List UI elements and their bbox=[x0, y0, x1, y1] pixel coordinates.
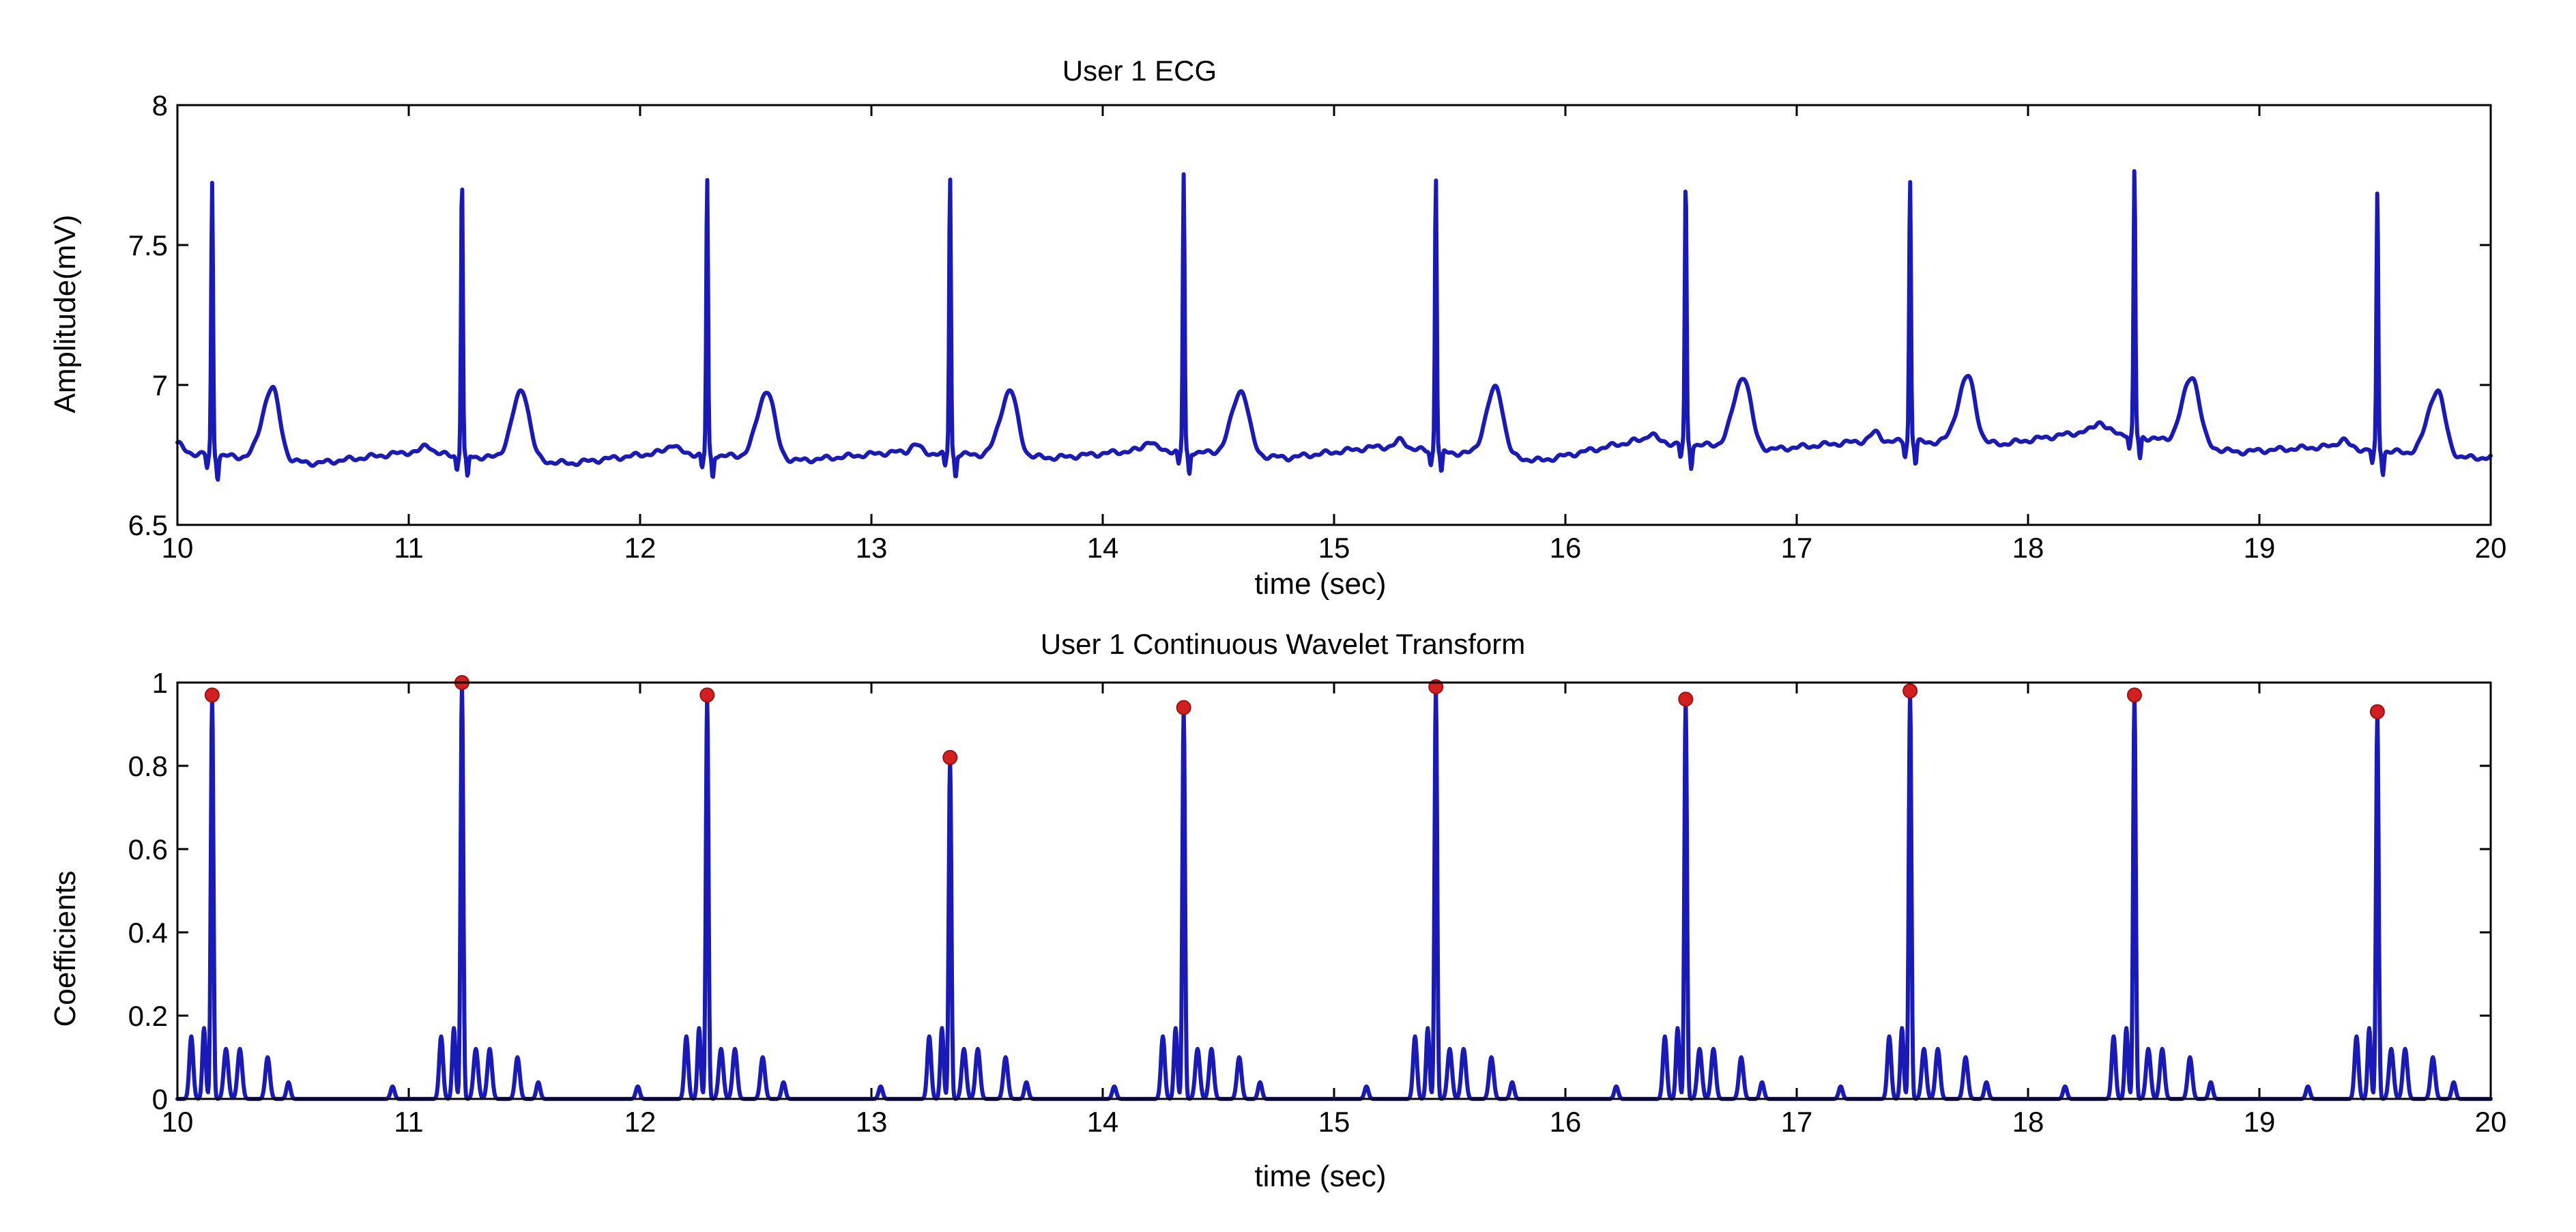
cwt-x-tick-label: 18 bbox=[2012, 1106, 2044, 1138]
cwt-plot-frame bbox=[176, 681, 2492, 1100]
ecg-x-tick-label: 11 bbox=[394, 532, 424, 564]
ecg-y-tick-label: 8 bbox=[152, 89, 168, 121]
cwt-y-tick-label: 1 bbox=[152, 667, 168, 699]
ecg-x-tick-label: 18 bbox=[2012, 532, 2044, 564]
ecg-y-tick-label: 7 bbox=[152, 369, 168, 401]
ecg-plot-frame bbox=[176, 104, 2492, 526]
cwt-y-tick-label: 0.2 bbox=[128, 1000, 168, 1032]
cwt-peak-marker bbox=[699, 687, 715, 703]
cwt-peak-marker bbox=[2369, 704, 2385, 719]
ecg-tick-group: 10 11 12 13 14 15 16 17 18 19 20 6.5 7 7.5 8 bbox=[128, 89, 2507, 564]
ecg-x-tick-label: 16 bbox=[1550, 532, 1582, 564]
ecg-x-axis-label: time (sec) bbox=[1254, 567, 1386, 601]
cwt-title: User 1 Continuous Wavelet Transform bbox=[1041, 628, 1525, 660]
cwt-x-tick-label: 12 bbox=[624, 1106, 656, 1138]
ecg-x-tick-label: 15 bbox=[1318, 532, 1350, 564]
ecg-x-tick-label: 14 bbox=[1087, 532, 1119, 564]
cwt-peak-marker bbox=[942, 749, 958, 765]
ecg-signal-line bbox=[175, 169, 2493, 482]
cwt-x-tick-label: 10 bbox=[162, 1106, 194, 1138]
cwt-x-tick-label: 15 bbox=[1318, 1106, 1350, 1138]
cwt-x-tick-label: 14 bbox=[1087, 1106, 1119, 1138]
cwt-panel: User 1 Continuous Wavelet Transform Coef… bbox=[48, 628, 2506, 1193]
ecg-x-tick-label: 10 bbox=[162, 532, 194, 564]
cwt-y-tick-label: 0.6 bbox=[128, 833, 168, 865]
cwt-x-tick-label: 19 bbox=[2244, 1106, 2276, 1138]
cwt-x-tick-label: 16 bbox=[1550, 1106, 1582, 1138]
ecg-x-tick-label: 19 bbox=[2244, 532, 2276, 564]
cwt-y-tick-label: 0 bbox=[152, 1083, 168, 1115]
ecg-title: User 1 ECG bbox=[1062, 55, 1217, 87]
ecg-x-tick-label: 20 bbox=[2475, 532, 2507, 564]
ecg-y-tick-label: 6.5 bbox=[128, 509, 168, 541]
cwt-peak-marker bbox=[1176, 700, 1191, 715]
cwt-x-tick-label: 13 bbox=[856, 1106, 888, 1138]
cwt-peak-marker bbox=[1902, 683, 1918, 699]
ecg-x-tick-label: 17 bbox=[1781, 532, 1813, 564]
ecg-y-axis-label: Amplitude(mV) bbox=[48, 215, 82, 414]
cwt-x-tick-label: 20 bbox=[2475, 1106, 2507, 1138]
cwt-x-tick-label: 17 bbox=[1781, 1106, 1813, 1138]
cwt-y-tick-label: 0.8 bbox=[128, 750, 168, 782]
cwt-y-axis-label: Coefficients bbox=[48, 870, 82, 1027]
cwt-x-axis-label: time (sec) bbox=[1254, 1160, 1386, 1193]
ecg-x-tick-label: 12 bbox=[624, 532, 656, 564]
cwt-x-tick-label: 11 bbox=[394, 1106, 424, 1138]
ecg-x-tick-label: 13 bbox=[856, 532, 888, 564]
ecg-y-tick-label: 7.5 bbox=[128, 229, 168, 261]
ecg-panel: User 1 ECG Amplitude(mV) time (sec) 10 11… bbox=[48, 55, 2506, 601]
cwt-y-tick-label: 0.4 bbox=[128, 917, 168, 949]
cwt-peak-marker-group bbox=[204, 675, 2385, 765]
cwt-peak-marker bbox=[1678, 691, 1694, 707]
cwt-peak-marker bbox=[204, 687, 220, 703]
cwt-peak-marker bbox=[2126, 687, 2142, 703]
